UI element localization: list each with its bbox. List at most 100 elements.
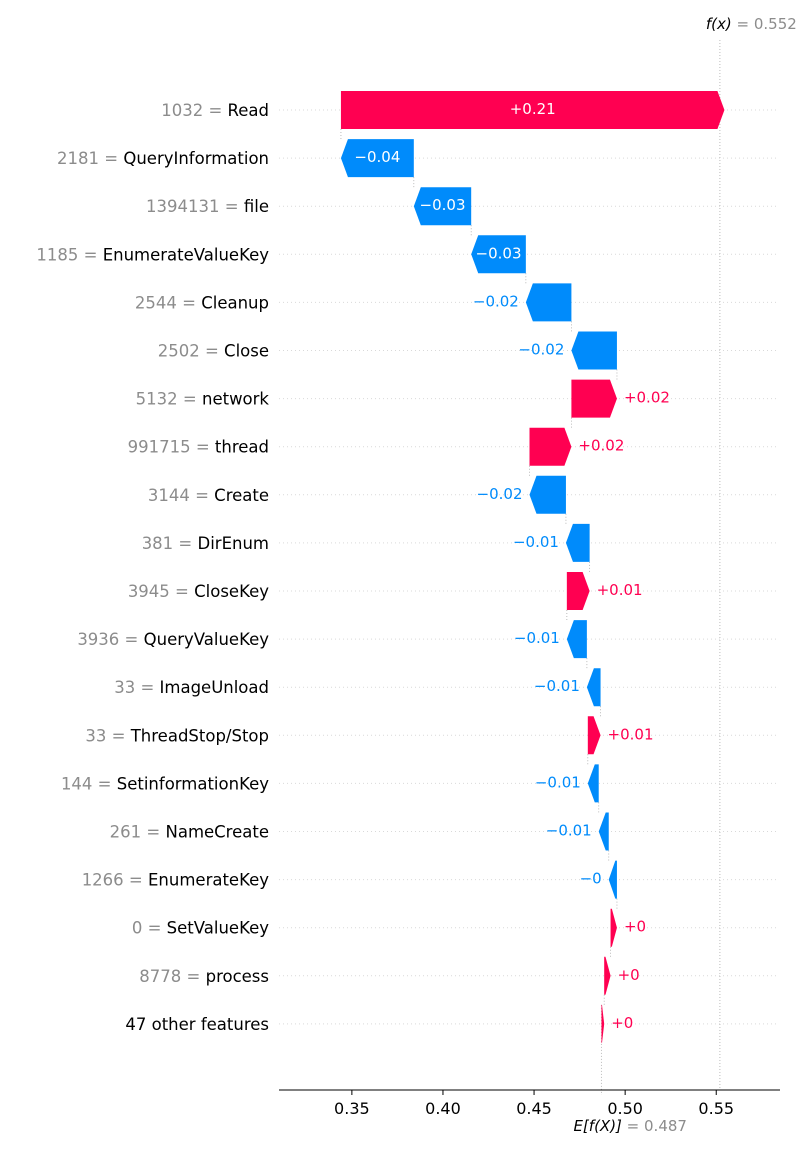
feature-label: 2181 = QueryInformation xyxy=(57,149,269,168)
positive-bar xyxy=(601,1004,605,1043)
negative-bar xyxy=(598,812,609,851)
base-value-label: E[f(X)] = 0.487 xyxy=(573,1117,687,1135)
feature-name: thread xyxy=(215,437,269,456)
feature-name: SetValueKey xyxy=(167,918,270,937)
feature-value: 1394131 = xyxy=(146,197,244,216)
bar-value-label: −0.01 xyxy=(535,773,581,791)
bar-value-label: −0.02 xyxy=(477,485,523,503)
x-axis: 0.35 0.40 0.45 0.50 0.55 xyxy=(279,1089,780,1118)
output-value-symbol: f(x) xyxy=(706,15,732,33)
x-tick-label: 0.45 xyxy=(516,1099,552,1118)
feature-value: 1266 = xyxy=(82,870,148,889)
feature-value: 2502 = xyxy=(158,341,224,360)
feature-label: 144 = SetinformationKey xyxy=(61,774,269,793)
feature-name: network xyxy=(202,389,269,408)
feature-name: EnumerateKey xyxy=(148,870,269,889)
bar-value-label: −0.04 xyxy=(354,148,400,166)
negative-bar xyxy=(571,331,617,370)
bar-value-label: +0 xyxy=(611,1014,633,1032)
negative-bar xyxy=(565,523,590,562)
feature-name: ThreadStop/Stop xyxy=(130,726,269,745)
feature-name: Read xyxy=(228,101,269,120)
x-tick-label: 0.35 xyxy=(334,1099,370,1118)
x-tick-label: 0.50 xyxy=(607,1099,643,1118)
positive-bar xyxy=(566,572,590,610)
feature-name: CloseKey xyxy=(194,582,269,601)
feature-value: 2181 = xyxy=(57,149,123,168)
feature-name: Create xyxy=(214,485,269,504)
feature-value: 3945 = xyxy=(128,582,194,601)
feature-value: 2544 = xyxy=(135,293,201,312)
bar-value-label: −0 xyxy=(580,870,602,888)
feature-label: 1394131 = file xyxy=(146,197,269,216)
positive-bar xyxy=(610,908,617,947)
bar-value-label: +0.01 xyxy=(608,725,654,743)
bar-value-label: +0.01 xyxy=(597,581,643,599)
feature-value: 0 = xyxy=(132,918,167,937)
bar-value-labels: +0.21 −0.04 −0.03 −0.03 −0.02 −0.02 +0.02 +0.02… xyxy=(354,100,670,1032)
feature-value: 33 = xyxy=(85,726,130,745)
feature-value: 1185 = xyxy=(36,245,102,264)
feature-value: 381 = xyxy=(142,533,198,552)
feature-label: 1032 = Read xyxy=(161,101,269,120)
feature-value: 144 = xyxy=(61,774,117,793)
bar-value-label: +0 xyxy=(624,918,646,936)
feature-value: 3144 = xyxy=(148,485,214,504)
feature-label: 33 = ThreadStop/Stop xyxy=(85,726,269,745)
feature-value: 3936 = xyxy=(77,630,143,649)
feature-label: 2502 = Close xyxy=(158,341,269,360)
negative-bar xyxy=(525,283,572,322)
bar-value-label: −0.03 xyxy=(476,244,522,262)
bar-value-label: −0.02 xyxy=(518,341,564,359)
feature-label: 381 = DirEnum xyxy=(142,533,269,552)
feature-label: 1266 = EnumerateKey xyxy=(82,870,270,889)
feature-label: 991715 = thread xyxy=(128,437,269,456)
positive-bar xyxy=(340,91,725,129)
feature-label: 33 = ImageUnload xyxy=(114,678,269,697)
feature-label: 1185 = EnumerateValueKey xyxy=(36,245,269,264)
feature-value: 991715 = xyxy=(128,437,215,456)
bar-value-label: −0.03 xyxy=(420,196,466,214)
bar-value-label: +0 xyxy=(618,966,640,984)
bars xyxy=(340,91,725,1043)
negative-bar xyxy=(529,475,566,514)
feature-label: 3936 = QueryValueKey xyxy=(77,630,269,649)
feature-name: 47 other features xyxy=(125,1014,269,1033)
feature-name: QueryValueKey xyxy=(144,630,270,649)
feature-value: 5132 = xyxy=(136,389,202,408)
feature-label: 3144 = Create xyxy=(148,485,269,504)
feature-labels: 1032 = Read 2181 = QueryInformation 139413… xyxy=(36,101,269,1034)
feature-name: NameCreate xyxy=(165,822,269,841)
feature-name: QueryInformation xyxy=(123,149,269,168)
negative-bar xyxy=(566,620,587,659)
output-value-label: f(x) = 0.552 xyxy=(706,15,797,33)
base-value-number: = 0.487 xyxy=(622,1117,687,1135)
x-tick-label: 0.40 xyxy=(425,1099,461,1118)
feature-label: 47 other features xyxy=(125,1014,269,1033)
bar-value-label: −0.02 xyxy=(473,292,519,310)
feature-name: file xyxy=(244,197,269,216)
positive-bar xyxy=(587,716,601,755)
feature-value: 8778 = xyxy=(139,966,205,985)
feature-name: SetinformationKey xyxy=(117,774,269,793)
bar-value-label: −0.01 xyxy=(513,533,559,551)
x-tick-label: 0.55 xyxy=(698,1099,734,1118)
bar-value-label: +0.02 xyxy=(624,389,670,407)
feature-name: ImageUnload xyxy=(160,678,269,697)
feature-value: 261 = xyxy=(110,822,166,841)
feature-name: Cleanup xyxy=(201,293,269,312)
negative-bar xyxy=(413,187,472,226)
feature-label: 3945 = CloseKey xyxy=(128,582,269,601)
feature-name: Close xyxy=(224,341,269,360)
feature-label: 2544 = Cleanup xyxy=(135,293,269,312)
positive-bar xyxy=(571,379,617,418)
feature-name: process xyxy=(206,966,269,985)
bar-value-label: −0.01 xyxy=(534,677,580,695)
negative-bar xyxy=(586,668,601,707)
negative-bar xyxy=(340,139,414,178)
feature-label: 8778 = process xyxy=(139,966,269,985)
negative-bar xyxy=(587,764,599,803)
bar-value-label: −0.01 xyxy=(546,822,592,840)
feature-name: DirEnum xyxy=(198,533,270,552)
feature-label: 261 = NameCreate xyxy=(110,822,269,841)
